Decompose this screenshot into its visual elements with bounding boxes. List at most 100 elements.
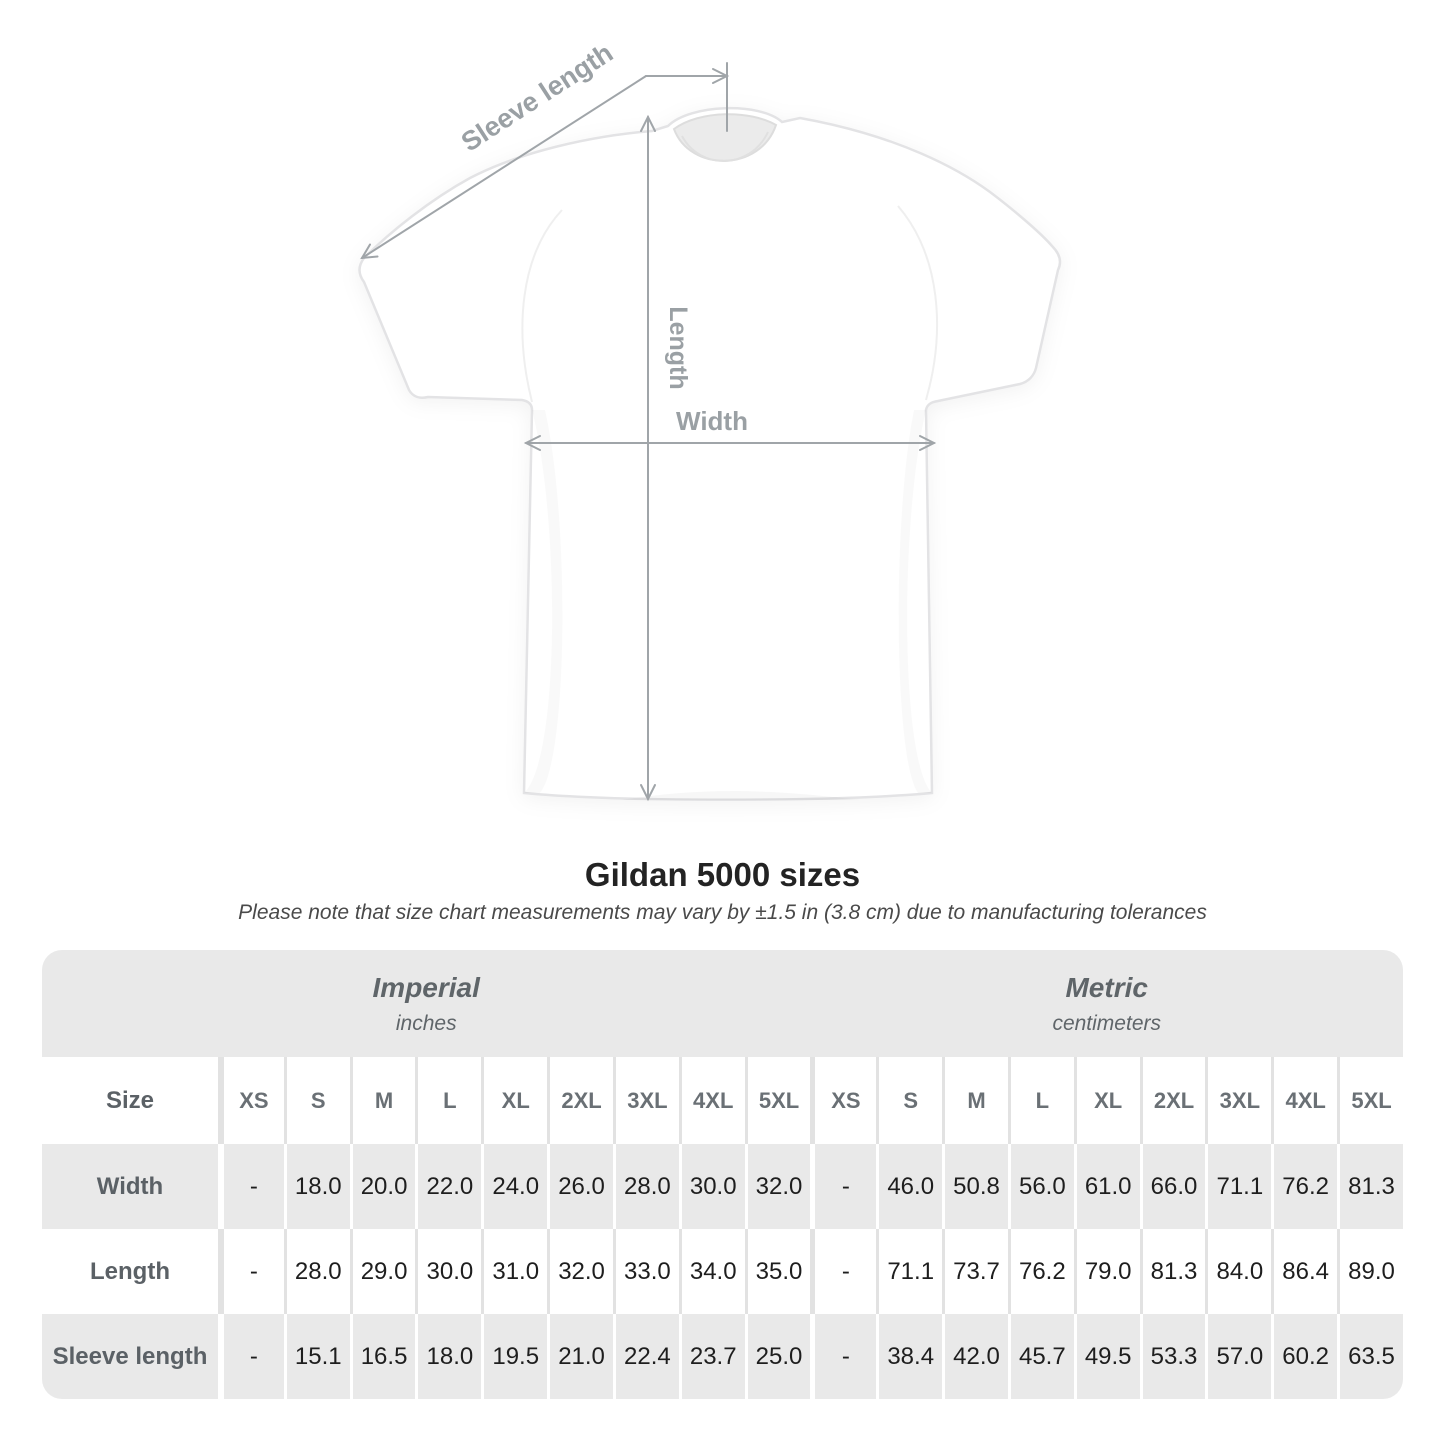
tshirt-illustration xyxy=(358,107,1062,801)
size-col-imperial-xs: XS xyxy=(218,1057,284,1144)
measurement-value: 86.4 xyxy=(1271,1229,1338,1314)
imperial-group-unit: inches xyxy=(395,1011,457,1035)
measurement-value: 16.5 xyxy=(349,1314,416,1399)
metric-group-unit: centimeters xyxy=(1052,1011,1161,1035)
size-col-metric-xs: XS xyxy=(810,1057,877,1144)
measurement-value: 30.0 xyxy=(415,1229,482,1314)
metric-group-title: Metric xyxy=(1065,971,1148,1003)
table-row: Length -28.0 29.0 30.0 31.0 32.0 33.0 34.0 35.0-… xyxy=(42,1229,1403,1314)
row-label: Width xyxy=(42,1144,218,1229)
measurement-value: 73.7 xyxy=(942,1229,1008,1314)
size-col-imperial-5xl: 5XL xyxy=(744,1057,811,1144)
measurement-value: 76.2 xyxy=(1271,1144,1338,1229)
measurement-value: 33.0 xyxy=(612,1229,679,1314)
measurement-value: 71.1 xyxy=(1205,1144,1272,1229)
measurement-value: 49.5 xyxy=(1073,1314,1140,1399)
table-row: Width -18.0 20.0 22.0 24.0 26.0 28.0 30.0 32.0-4… xyxy=(42,1144,1403,1229)
measurement-value: 22.0 xyxy=(415,1144,482,1229)
size-col-imperial-l: L xyxy=(415,1057,482,1144)
imperial-group-title: Imperial xyxy=(372,971,480,1003)
metric-group-header: Metric centimeters xyxy=(810,950,1403,1057)
measurement-value: 46.0 xyxy=(876,1144,943,1229)
size-col-metric-5xl: 5XL xyxy=(1337,1057,1403,1144)
unit-group-header-row: Imperial inches Metric centimeters xyxy=(42,950,1403,1057)
length-arrow xyxy=(640,114,656,802)
measurement-value: - xyxy=(810,1144,877,1229)
row-label: Length xyxy=(42,1229,218,1314)
measurement-value: 23.7 xyxy=(678,1314,745,1399)
measurement-value: 60.2 xyxy=(1271,1314,1338,1399)
measurement-value: 26.0 xyxy=(547,1144,613,1229)
size-col-imperial-s: S xyxy=(283,1057,350,1144)
measurement-value: 28.0 xyxy=(283,1229,350,1314)
measurement-value: 20.0 xyxy=(349,1144,416,1229)
measurement-value: 45.7 xyxy=(1007,1314,1074,1399)
measurement-value: 28.0 xyxy=(612,1144,679,1229)
measurement-value: 35.0 xyxy=(744,1229,811,1314)
measurement-value: 32.0 xyxy=(547,1229,613,1314)
size-col-metric-2xl: 2XL xyxy=(1139,1057,1206,1144)
measurement-value: 19.5 xyxy=(481,1314,548,1399)
size-header-row: Size XS S M L XL 2XL 3XL 4XL 5XL XS S M L XL 2XL 3XL 4XL 5… xyxy=(42,1057,1403,1144)
width-label: Width xyxy=(676,406,748,436)
measurement-value: 53.3 xyxy=(1139,1314,1206,1399)
size-header-label: Size xyxy=(42,1057,218,1144)
width-arrow xyxy=(523,435,937,451)
size-col-metric-3xl: 3XL xyxy=(1205,1057,1272,1144)
measurement-value: 71.1 xyxy=(876,1229,943,1314)
measurement-value: 15.1 xyxy=(283,1314,350,1399)
size-col-metric-s: S xyxy=(876,1057,943,1144)
measurement-value: 18.0 xyxy=(283,1144,350,1229)
measurement-value: 63.5 xyxy=(1337,1314,1403,1399)
size-table: Imperial inches Metric centimeters Size XS S M L… xyxy=(42,950,1403,1399)
imperial-group-header: Imperial inches xyxy=(42,950,811,1057)
measurement-value: 84.0 xyxy=(1205,1229,1272,1314)
measurement-value: 18.0 xyxy=(415,1314,482,1399)
size-table-grid: Imperial inches Metric centimeters Size XS S M L… xyxy=(42,950,1403,1399)
measurement-value: 76.2 xyxy=(1007,1229,1074,1314)
measurement-value: 25.0 xyxy=(744,1314,811,1399)
page-title: Gildan 5000 sizes xyxy=(584,856,861,893)
measurement-value: 32.0 xyxy=(744,1144,811,1229)
measurement-value: 81.3 xyxy=(1139,1229,1206,1314)
measurement-value: 50.8 xyxy=(942,1144,1008,1229)
measurement-value: 89.0 xyxy=(1337,1229,1403,1314)
table-row: Sleeve length -15.1 16.5 18.0 19.5 21.0 22.4 23… xyxy=(42,1314,1403,1399)
tshirt-measurement-diagram: Sleeve length Length Width xyxy=(358,37,1062,802)
measurement-value: - xyxy=(810,1229,877,1314)
measurement-value: 29.0 xyxy=(349,1229,416,1314)
size-col-metric-4xl: 4XL xyxy=(1271,1057,1338,1144)
size-col-imperial-4xl: 4XL xyxy=(678,1057,745,1144)
measurement-value: 81.3 xyxy=(1337,1144,1403,1229)
sleeve-length-arrow xyxy=(360,62,730,260)
measurement-value: - xyxy=(810,1314,877,1399)
measurement-value: 38.4 xyxy=(876,1314,943,1399)
size-col-imperial-2xl: 2XL xyxy=(547,1057,613,1144)
size-col-imperial-3xl: 3XL xyxy=(612,1057,679,1144)
row-label: Sleeve length xyxy=(42,1314,218,1399)
size-col-metric-m: M xyxy=(942,1057,1008,1144)
measurement-value: 66.0 xyxy=(1139,1144,1206,1229)
measurement-value: 61.0 xyxy=(1073,1144,1140,1229)
size-col-metric-xl: XL xyxy=(1073,1057,1140,1144)
collar-opening xyxy=(672,113,778,162)
size-col-imperial-m: M xyxy=(349,1057,416,1144)
measurement-value: - xyxy=(218,1229,284,1314)
measurement-value: 24.0 xyxy=(481,1144,548,1229)
measurement-value: 42.0 xyxy=(942,1314,1008,1399)
measurement-value: 79.0 xyxy=(1073,1229,1140,1314)
length-label: Length xyxy=(664,306,692,389)
measurement-value: 34.0 xyxy=(678,1229,745,1314)
measurement-value: - xyxy=(218,1314,284,1399)
measurement-value: 57.0 xyxy=(1205,1314,1272,1399)
measurement-value: 22.4 xyxy=(612,1314,679,1399)
measurement-value: 21.0 xyxy=(547,1314,613,1399)
size-chart-page: Sleeve length Length Width Gildan 5000 s… xyxy=(42,37,1403,1399)
size-col-metric-l: L xyxy=(1007,1057,1074,1144)
measurement-value: 56.0 xyxy=(1007,1144,1074,1229)
measurement-value: 31.0 xyxy=(481,1229,548,1314)
measurement-value: - xyxy=(218,1144,284,1229)
tolerance-note: Please note that size chart measurements… xyxy=(238,901,1207,924)
size-col-imperial-xl: XL xyxy=(481,1057,548,1144)
measurement-value: 30.0 xyxy=(678,1144,745,1229)
